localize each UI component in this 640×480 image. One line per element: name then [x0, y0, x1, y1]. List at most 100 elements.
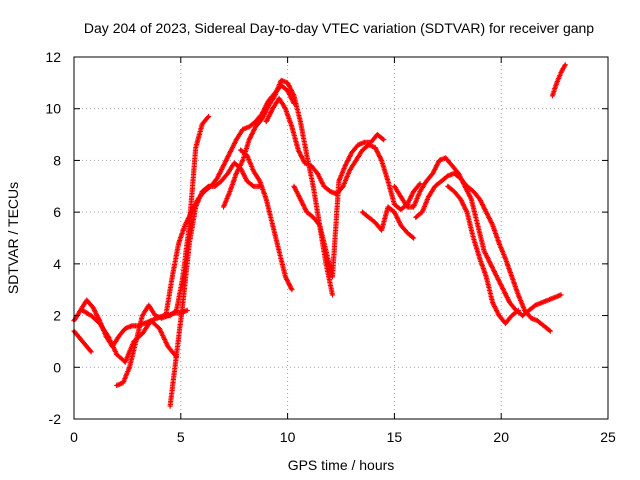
- data-point: [171, 275, 174, 278]
- data-point: [297, 148, 300, 152]
- data-point: [412, 190, 415, 193]
- data-point: [440, 179, 443, 183]
- data-point: [160, 316, 163, 320]
- data-point: [373, 221, 377, 224]
- data-point: [534, 304, 537, 307]
- x-axis-label: GPS time / hours: [288, 457, 395, 473]
- data-point: [260, 117, 264, 121]
- data-point: [245, 154, 249, 157]
- data-point: [124, 327, 127, 330]
- data-point: [393, 185, 396, 188]
- data-point: [559, 293, 563, 297]
- data-point: [356, 143, 360, 147]
- series-markers: [220, 77, 336, 298]
- data-point: [81, 340, 84, 343]
- data-point: [527, 309, 531, 312]
- data-point: [98, 322, 101, 325]
- data-point: [85, 345, 89, 348]
- data-point: [175, 353, 178, 356]
- data-point: [215, 177, 219, 180]
- data-point: [438, 159, 441, 162]
- data-point: [348, 169, 351, 172]
- y-tick-label: 2: [53, 308, 61, 324]
- data-point: [399, 195, 403, 198]
- data-point: [459, 198, 462, 201]
- series-markers: [391, 155, 564, 319]
- data-point: [222, 205, 225, 209]
- data-point: [549, 329, 552, 333]
- data-point: [241, 128, 244, 131]
- data-point: [239, 148, 242, 152]
- series-sat-b: [71, 328, 94, 355]
- data-point: [290, 125, 294, 129]
- data-point: [446, 174, 449, 178]
- data-point: [546, 298, 550, 302]
- data-point: [485, 275, 488, 278]
- data-point: [517, 309, 520, 312]
- data-point: [472, 190, 475, 193]
- data-point: [188, 241, 191, 245]
- data-point: [273, 94, 276, 97]
- x-tick-label: 10: [280, 429, 296, 445]
- data-point: [245, 179, 249, 183]
- data-point: [412, 205, 415, 209]
- data-point: [149, 319, 153, 322]
- series-sat-g: [220, 77, 336, 298]
- data-point: [369, 141, 373, 144]
- data-point: [489, 262, 492, 266]
- data-point: [207, 115, 210, 118]
- data-point: [453, 172, 456, 175]
- data-point: [376, 133, 379, 136]
- data-point: [292, 94, 296, 97]
- data-point: [331, 275, 334, 278]
- data-point: [324, 249, 328, 253]
- data-point: [81, 309, 84, 312]
- data-point: [77, 335, 80, 338]
- data-point: [485, 210, 488, 214]
- data-point: [427, 195, 430, 198]
- y-tick-label: 8: [53, 152, 61, 168]
- data-point: [284, 107, 287, 110]
- data-point: [329, 190, 332, 193]
- data-point: [470, 198, 473, 201]
- data-point: [200, 123, 204, 126]
- data-point: [252, 169, 255, 172]
- data-point: [361, 148, 364, 152]
- data-point: [380, 159, 383, 162]
- data-point: [433, 185, 437, 188]
- grid-lines: [74, 57, 608, 419]
- data-point: [540, 301, 543, 304]
- data-point: [220, 179, 223, 183]
- data-point: [271, 223, 274, 227]
- data-point: [553, 296, 556, 299]
- data-point: [312, 185, 315, 188]
- data-point: [418, 190, 422, 193]
- series-markers: [549, 62, 568, 99]
- data-point: [209, 185, 212, 188]
- data-point: [235, 172, 238, 175]
- data-point: [141, 314, 144, 317]
- data-point: [173, 311, 176, 315]
- data-point: [299, 198, 302, 201]
- series-sat-n: [445, 183, 521, 326]
- data-point: [450, 164, 454, 167]
- data-point: [309, 164, 313, 167]
- data-point: [478, 198, 482, 201]
- x-tick-label: 20: [493, 429, 509, 445]
- data-point: [106, 335, 110, 338]
- data-point: [233, 161, 236, 165]
- data-point: [228, 190, 232, 193]
- data-point: [504, 257, 507, 260]
- data-point: [476, 223, 479, 227]
- series-sat-j: [291, 132, 387, 280]
- data-point: [115, 353, 118, 356]
- data-point: [491, 223, 494, 227]
- data-point: [406, 205, 409, 209]
- data-point: [564, 63, 567, 66]
- data-point: [504, 322, 507, 325]
- data-point: [222, 164, 225, 167]
- data-point: [510, 275, 514, 278]
- data-point: [271, 107, 274, 110]
- data-point: [425, 179, 428, 183]
- data-point: [406, 231, 409, 235]
